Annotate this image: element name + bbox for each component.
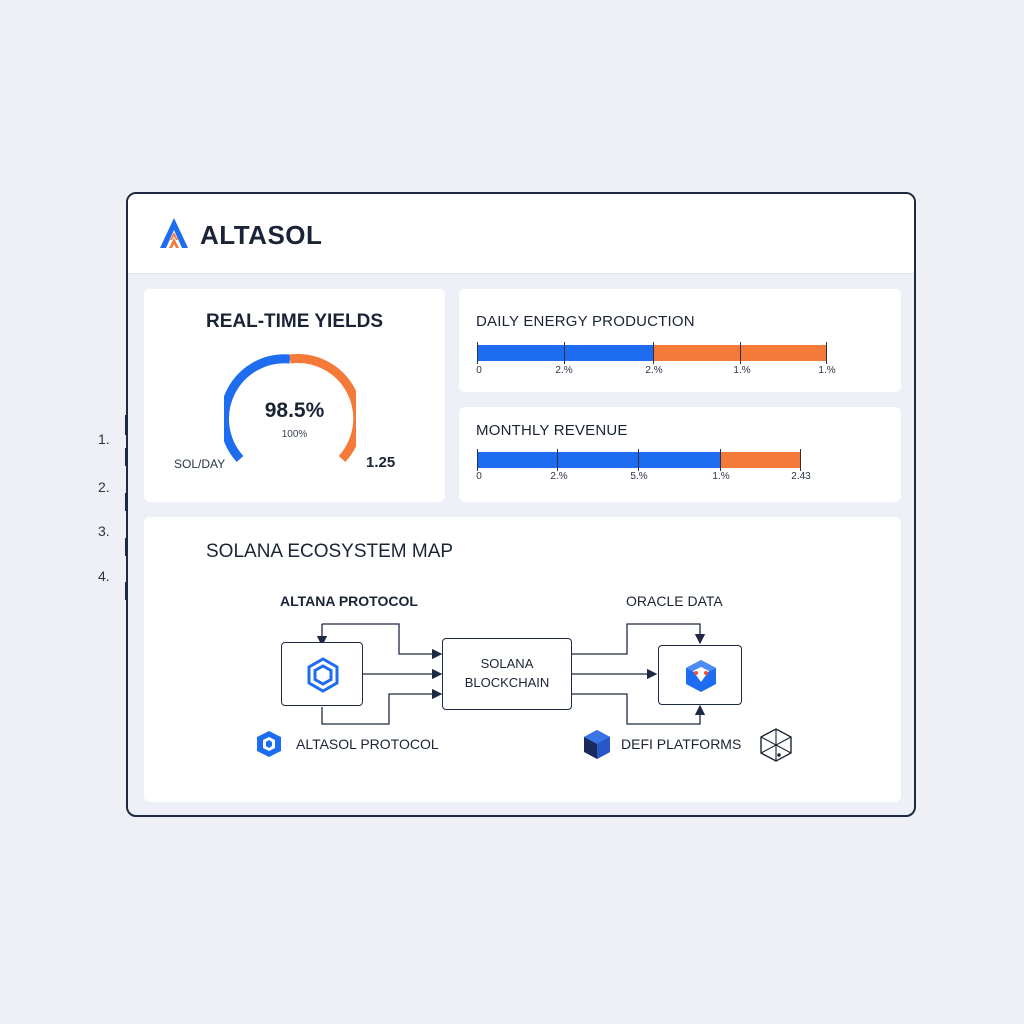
list-number: 1. <box>98 431 110 447</box>
tick-label: 5.% <box>630 471 648 482</box>
tick-label: 1.% <box>712 471 730 482</box>
list-number: 4. <box>98 568 110 584</box>
tick-label: 1.% <box>733 365 751 376</box>
bar-tick <box>740 342 741 364</box>
tick-label: 1.% <box>818 365 836 376</box>
tick-label: 2.% <box>555 365 573 376</box>
ecosystem-map-card: SOLANA ECOSYSTEM MAP ALTANA <box>144 517 901 802</box>
blockchain-label: BLOCKCHAIN <box>464 675 550 690</box>
revenue-title: MONTHLY REVENUE <box>476 422 628 439</box>
header: ALTASOL <box>128 194 914 274</box>
tick-label: 0 <box>476 365 482 376</box>
hexagon-protocol-icon <box>307 657 339 693</box>
unit-value: 1.25 <box>366 454 396 471</box>
tick-label: 2.43 <box>791 471 811 482</box>
tick-label: 0 <box>476 471 482 482</box>
dashboard-window: ALTASOL REAL-TIME YIELDS 98.5% 100% SOL/… <box>126 192 916 817</box>
bar-tick <box>638 449 639 471</box>
energy-title: DAILY ENERGY PRODUCTION <box>476 313 695 330</box>
energy-bar <box>477 342 827 364</box>
defi-cube-icon <box>584 730 610 759</box>
energy-card: DAILY ENERGY PRODUCTION 0 2.% 2.% 1.% 1.… <box>459 289 901 392</box>
altasol-cube-icon <box>257 731 281 757</box>
solana-blockchain-node[interactable]: SOLANA BLOCKCHAIN <box>442 638 572 710</box>
revenue-bar <box>477 449 801 471</box>
revenue-bar-blue <box>477 452 720 468</box>
outline-cube-icon <box>760 728 792 762</box>
bar-tick <box>800 449 801 471</box>
list-number: 3. <box>98 523 110 539</box>
bar-tick <box>720 449 721 471</box>
energy-bar-blue <box>477 345 653 361</box>
gauge-value: 98.5% <box>264 399 325 422</box>
yield-gauge <box>224 354 356 463</box>
bar-tick <box>826 342 827 364</box>
bar-tick <box>557 449 558 471</box>
oracle-data-node[interactable] <box>658 645 742 705</box>
oracle-data-label: ORACLE DATA <box>626 593 723 609</box>
revenue-card: MONTHLY REVENUE 0 2.% 5.% 1.% 2.43 <box>459 407 901 502</box>
revenue-bar-orange <box>720 452 801 468</box>
bar-tick <box>477 449 478 471</box>
tick-label: 2.% <box>645 365 663 376</box>
list-number: 2. <box>98 479 110 495</box>
yields-card: REAL-TIME YIELDS 98.5% 100% SOL/DAY 1.25 <box>144 289 445 502</box>
gauge-arc-orange <box>289 354 356 463</box>
gauge-arc-blue <box>224 354 291 463</box>
yields-title: REAL-TIME YIELDS <box>206 311 383 332</box>
gauge-subvalue: 100% <box>281 429 308 440</box>
map-title: SOLANA ECOSYSTEM MAP <box>206 541 454 562</box>
map-connectors <box>316 623 706 725</box>
legend-altasol-protocol: ALTASOL PROTOCOL <box>296 736 439 752</box>
altasol-logo-icon[interactable] <box>156 214 192 252</box>
tick-label: 2.% <box>550 471 568 482</box>
oracle-cube-icon <box>686 660 716 692</box>
bar-tick <box>477 342 478 364</box>
altana-protocol-label: ALTANA PROTOCOL <box>280 593 418 609</box>
legend-defi-platforms: DEFI PLATFORMS <box>621 736 742 752</box>
brand-name: ALTASOL <box>200 220 323 250</box>
unit-label: SOL/DAY <box>174 457 226 471</box>
solana-label: SOLANA <box>480 656 534 671</box>
bar-tick <box>653 342 654 364</box>
bar-tick <box>564 342 565 364</box>
altana-protocol-node[interactable] <box>281 642 363 706</box>
